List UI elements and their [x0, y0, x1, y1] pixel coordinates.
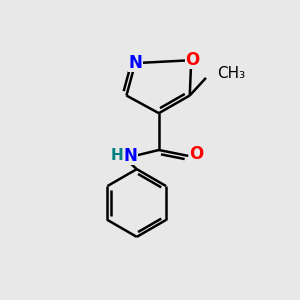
- Text: O: O: [186, 51, 200, 69]
- Text: H: H: [110, 148, 123, 164]
- Text: CH₃: CH₃: [217, 66, 245, 81]
- Text: N: N: [123, 147, 137, 165]
- Text: O: O: [189, 146, 204, 164]
- Text: N: N: [128, 53, 142, 71]
